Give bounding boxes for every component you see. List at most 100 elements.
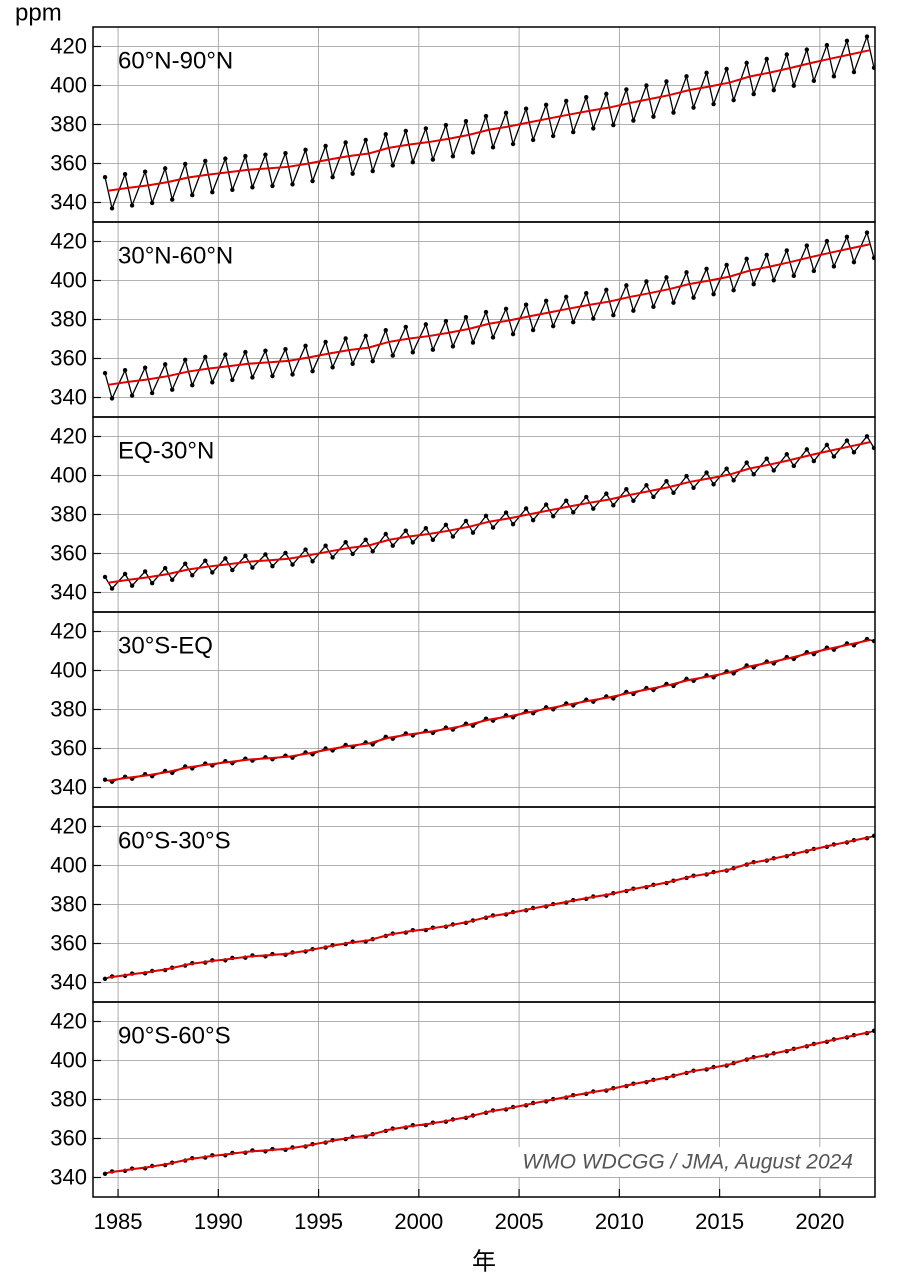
data-point xyxy=(483,513,489,519)
y-tick-label: 400 xyxy=(50,72,87,97)
data-point xyxy=(764,56,769,62)
data-point xyxy=(711,482,716,487)
plot-area xyxy=(102,230,875,401)
data-point xyxy=(463,314,469,320)
data-point xyxy=(711,291,716,297)
panel-title: 30°S-EQ xyxy=(118,632,213,659)
y-tick-label: 420 xyxy=(50,423,87,448)
data-point xyxy=(450,534,456,539)
data-point xyxy=(330,174,335,180)
data-point xyxy=(283,550,288,556)
plot-area xyxy=(102,636,875,784)
data-point xyxy=(831,454,837,459)
data-point xyxy=(644,279,649,284)
data-point xyxy=(149,200,155,206)
data-point xyxy=(824,238,830,244)
data-point xyxy=(744,60,749,66)
data-point xyxy=(591,316,596,321)
series-line xyxy=(104,835,875,980)
y-tick-label: 340 xyxy=(50,579,87,604)
data-point xyxy=(470,530,476,535)
data-point xyxy=(624,283,629,288)
data-point xyxy=(804,243,810,248)
data-point xyxy=(871,255,875,261)
x-tick-label: 2005 xyxy=(495,1209,544,1234)
data-point xyxy=(230,567,235,573)
data-point xyxy=(684,473,689,479)
data-point xyxy=(751,282,756,287)
data-point xyxy=(510,141,516,147)
data-point xyxy=(490,335,496,340)
data-point xyxy=(503,306,509,311)
data-point xyxy=(564,498,569,503)
data-point xyxy=(210,570,215,575)
data-point xyxy=(671,300,676,305)
data-point xyxy=(263,152,268,157)
data-point xyxy=(604,287,609,293)
data-point xyxy=(791,273,796,279)
data-point xyxy=(310,559,315,564)
data-point xyxy=(283,346,288,352)
data-point xyxy=(724,262,729,268)
data-point xyxy=(611,313,616,318)
data-point xyxy=(443,318,449,324)
y-tick-label: 400 xyxy=(50,657,87,682)
data-point xyxy=(764,252,769,258)
series-line xyxy=(104,638,875,783)
data-point xyxy=(831,74,837,79)
y-tick-label: 360 xyxy=(50,345,87,370)
y-tick-label: 360 xyxy=(50,930,87,955)
data-point xyxy=(343,140,348,145)
data-point xyxy=(851,69,857,75)
data-point xyxy=(263,348,268,353)
data-point xyxy=(571,129,576,135)
data-point xyxy=(303,147,308,153)
data-point xyxy=(290,372,295,377)
data-point xyxy=(824,442,830,448)
series-line xyxy=(107,441,871,584)
data-point xyxy=(771,87,776,93)
plot-area xyxy=(102,34,875,211)
x-tick-label: 1990 xyxy=(194,1209,243,1234)
data-point xyxy=(430,157,436,162)
data-point xyxy=(591,126,596,131)
data-point xyxy=(330,365,335,370)
data-point xyxy=(871,833,875,839)
data-point xyxy=(363,137,368,143)
panel-title: 60°N-90°N xyxy=(118,47,233,74)
x-tick-label: 2000 xyxy=(394,1209,443,1234)
data-point xyxy=(671,490,676,496)
data-point xyxy=(651,494,656,500)
y-tick-label: 360 xyxy=(50,1125,87,1150)
data-point xyxy=(844,234,850,240)
data-point xyxy=(270,183,275,189)
data-point xyxy=(631,118,636,123)
data-point xyxy=(122,368,128,373)
y-tick-label: 400 xyxy=(50,1047,87,1072)
data-point xyxy=(403,324,408,330)
data-point xyxy=(370,168,375,174)
data-point xyxy=(704,70,709,76)
data-point xyxy=(190,192,195,198)
data-point xyxy=(611,503,616,508)
data-point xyxy=(844,38,850,44)
data-point xyxy=(624,486,629,492)
y-tick-label: 360 xyxy=(50,735,87,760)
data-point xyxy=(523,106,529,111)
series-line xyxy=(104,34,875,211)
data-point xyxy=(323,339,328,345)
data-point xyxy=(410,540,416,545)
data-point xyxy=(223,156,228,161)
y-tick-label: 380 xyxy=(50,111,87,136)
data-point xyxy=(430,347,436,352)
data-point xyxy=(430,537,436,543)
y-tick-label: 420 xyxy=(50,33,87,58)
y-tick-label: 340 xyxy=(50,969,87,994)
data-point xyxy=(183,161,188,167)
data-point xyxy=(811,268,817,274)
panel-title: 30°N-60°N xyxy=(118,242,233,269)
series-line xyxy=(107,243,871,386)
data-point xyxy=(390,163,395,168)
data-point xyxy=(423,525,429,531)
